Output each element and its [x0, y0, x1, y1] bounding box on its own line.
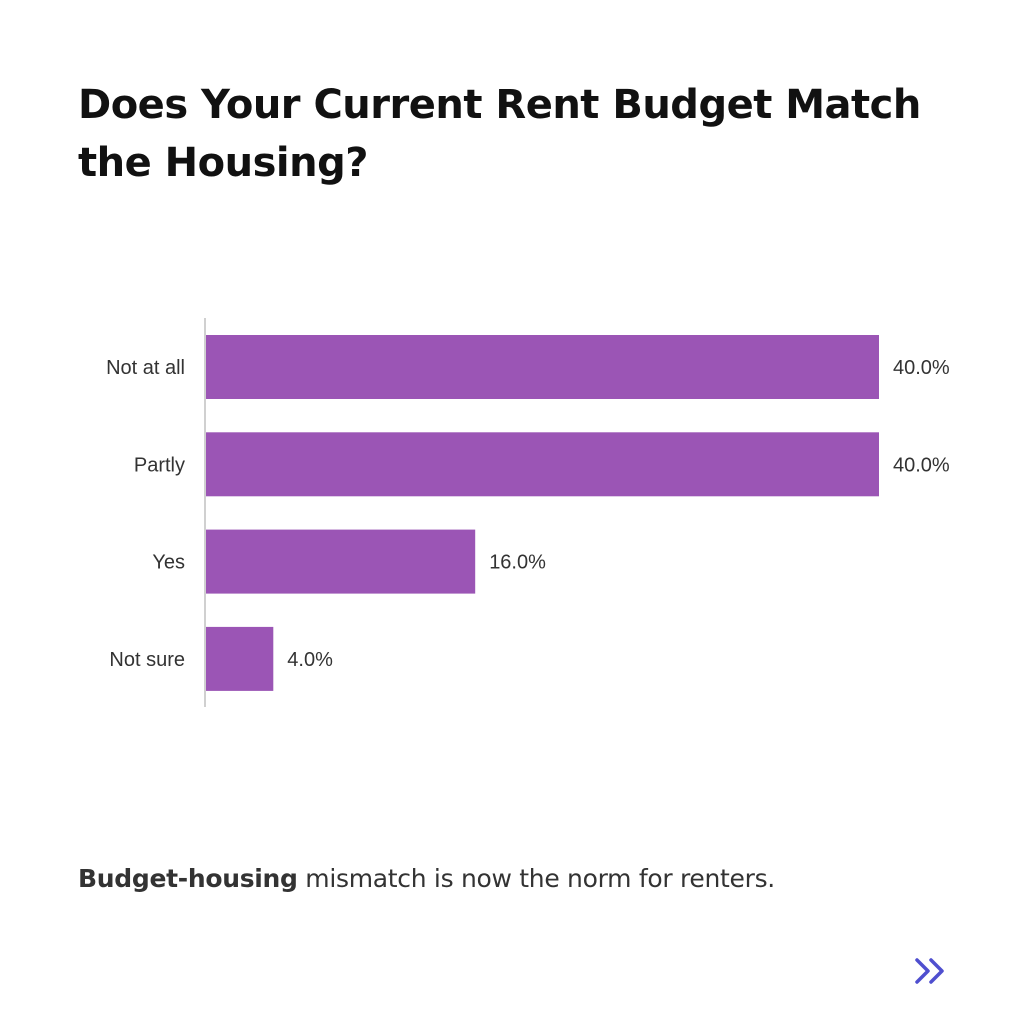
value-label: 4.0%	[287, 649, 333, 671]
category-label: Not sure	[109, 649, 185, 671]
bar	[206, 529, 476, 594]
double-chevron-right-icon	[915, 958, 944, 984]
bar	[206, 432, 879, 497]
page-title: Does Your Current Rent Budget Match the …	[78, 82, 921, 186]
bar	[206, 335, 879, 399]
bar	[206, 626, 274, 691]
category-label: Not at all	[106, 357, 185, 379]
category-label: Partly	[134, 454, 185, 476]
value-label: 16.0%	[489, 552, 546, 574]
value-label: 40.0%	[893, 454, 950, 476]
caption-bold: Budget-housing	[78, 864, 298, 893]
caption: Budget-housing mismatch is now the norm …	[78, 864, 775, 893]
caption-text: mismatch is now the norm for renters.	[297, 864, 775, 893]
next-button[interactable]	[908, 950, 952, 994]
category-label: Yes	[152, 552, 185, 574]
value-label: 40.0%	[893, 357, 950, 379]
